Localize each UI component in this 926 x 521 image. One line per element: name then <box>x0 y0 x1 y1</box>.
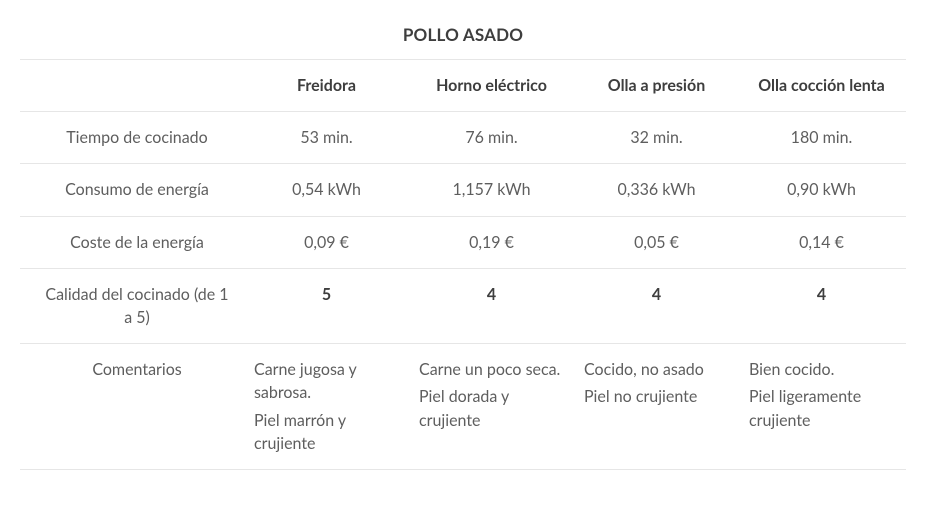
cell: 76 min. <box>409 126 574 149</box>
table-row: Tiempo de cocinado 53 min. 76 min. 32 mi… <box>20 112 906 164</box>
table-row: Consumo de energía 0,54 kWh 1,157 kWh 0,… <box>20 164 906 216</box>
comment-line: Bien cocido. <box>749 358 894 381</box>
row-label: Calidad del cocinado (de 1 a 5) <box>20 283 244 329</box>
row-label: Consumo de energía <box>20 178 244 201</box>
cell: 4 <box>574 283 739 306</box>
cell-comment: Bien cocido. Piel ligeramente crujiente <box>739 358 904 432</box>
cell-comment: Carne un poco seca. Piel dorada y crujie… <box>409 358 574 432</box>
cell-comment: Carne jugosa y sabrosa. Piel marrón y cr… <box>244 358 409 455</box>
table-header-row: Freidora Horno eléctrico Olla a presión … <box>20 60 906 112</box>
row-label: Tiempo de cocinado <box>20 126 244 149</box>
cell: 0,19 € <box>409 231 574 254</box>
column-header: Freidora <box>244 74 409 97</box>
table-title: POLLO ASADO <box>20 18 906 60</box>
comment-line: Piel no crujiente <box>584 385 729 408</box>
table-row-comments: Comentarios Carne jugosa y sabrosa. Piel… <box>20 344 906 470</box>
cell: 0,05 € <box>574 231 739 254</box>
cell: 180 min. <box>739 126 904 149</box>
column-header: Olla cocción lenta <box>739 74 904 97</box>
cell: 0,14 € <box>739 231 904 254</box>
table-row: Calidad del cocinado (de 1 a 5) 5 4 4 4 <box>20 269 906 344</box>
row-label: Comentarios <box>20 358 244 381</box>
comment-line: Piel ligeramente crujiente <box>749 385 894 431</box>
column-header: Olla a presión <box>574 74 739 97</box>
row-label: Coste de la energía <box>20 231 244 254</box>
comment-line: Carne un poco seca. <box>419 358 564 381</box>
cell: 1,157 kWh <box>409 178 574 201</box>
cell: 0,54 kWh <box>244 178 409 201</box>
cell: 4 <box>409 283 574 306</box>
table-row: Coste de la energía 0,09 € 0,19 € 0,05 €… <box>20 217 906 269</box>
cell: 0,09 € <box>244 231 409 254</box>
cell-comment: Cocido, no asado Piel no crujiente <box>574 358 739 408</box>
cell: 4 <box>739 283 904 306</box>
comment-line: Carne jugosa y sabrosa. <box>254 358 399 404</box>
comment-line: Cocido, no asado <box>584 358 729 381</box>
comment-line: Piel dorada y crujiente <box>419 385 564 431</box>
cell: 32 min. <box>574 126 739 149</box>
cell: 0,336 kWh <box>574 178 739 201</box>
comparison-table: POLLO ASADO Freidora Horno eléctrico Oll… <box>20 18 906 470</box>
cell: 5 <box>244 283 409 306</box>
cell: 0,90 kWh <box>739 178 904 201</box>
cell: 53 min. <box>244 126 409 149</box>
column-header: Horno eléctrico <box>409 74 574 97</box>
comment-line: Piel marrón y crujiente <box>254 409 399 455</box>
